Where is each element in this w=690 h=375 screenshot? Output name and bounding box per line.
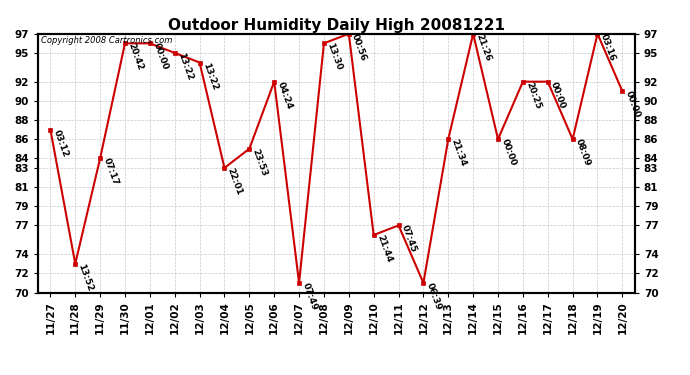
Text: 23:53: 23:53 bbox=[250, 147, 269, 177]
Text: 07:17: 07:17 bbox=[101, 157, 120, 187]
Text: 04:24: 04:24 bbox=[275, 80, 294, 110]
Text: 13:22: 13:22 bbox=[176, 51, 195, 81]
Text: 00:00: 00:00 bbox=[624, 90, 642, 119]
Text: 21:44: 21:44 bbox=[375, 234, 393, 264]
Text: 06:39: 06:39 bbox=[425, 282, 443, 312]
Text: 21:34: 21:34 bbox=[450, 138, 468, 168]
Text: 08:09: 08:09 bbox=[574, 138, 592, 168]
Text: 20:42: 20:42 bbox=[126, 42, 145, 72]
Text: 13:52: 13:52 bbox=[77, 262, 95, 292]
Text: 07:49: 07:49 bbox=[300, 282, 319, 312]
Text: 00:56: 00:56 bbox=[351, 32, 368, 62]
Text: Copyright 2008 Cartronics.com: Copyright 2008 Cartronics.com bbox=[41, 36, 172, 45]
Text: 22:01: 22:01 bbox=[226, 166, 244, 196]
Text: 03:16: 03:16 bbox=[599, 32, 617, 62]
Title: Outdoor Humidity Daily High 20081221: Outdoor Humidity Daily High 20081221 bbox=[168, 18, 505, 33]
Text: 00:00: 00:00 bbox=[549, 80, 567, 110]
Text: 00:00: 00:00 bbox=[151, 42, 169, 72]
Text: 00:00: 00:00 bbox=[500, 138, 518, 167]
Text: 13:30: 13:30 bbox=[325, 42, 344, 72]
Text: 03:12: 03:12 bbox=[52, 128, 70, 158]
Text: 13:22: 13:22 bbox=[201, 61, 219, 91]
Text: 20:25: 20:25 bbox=[524, 80, 542, 110]
Text: 07:45: 07:45 bbox=[400, 224, 418, 254]
Text: 21:26: 21:26 bbox=[475, 32, 493, 62]
